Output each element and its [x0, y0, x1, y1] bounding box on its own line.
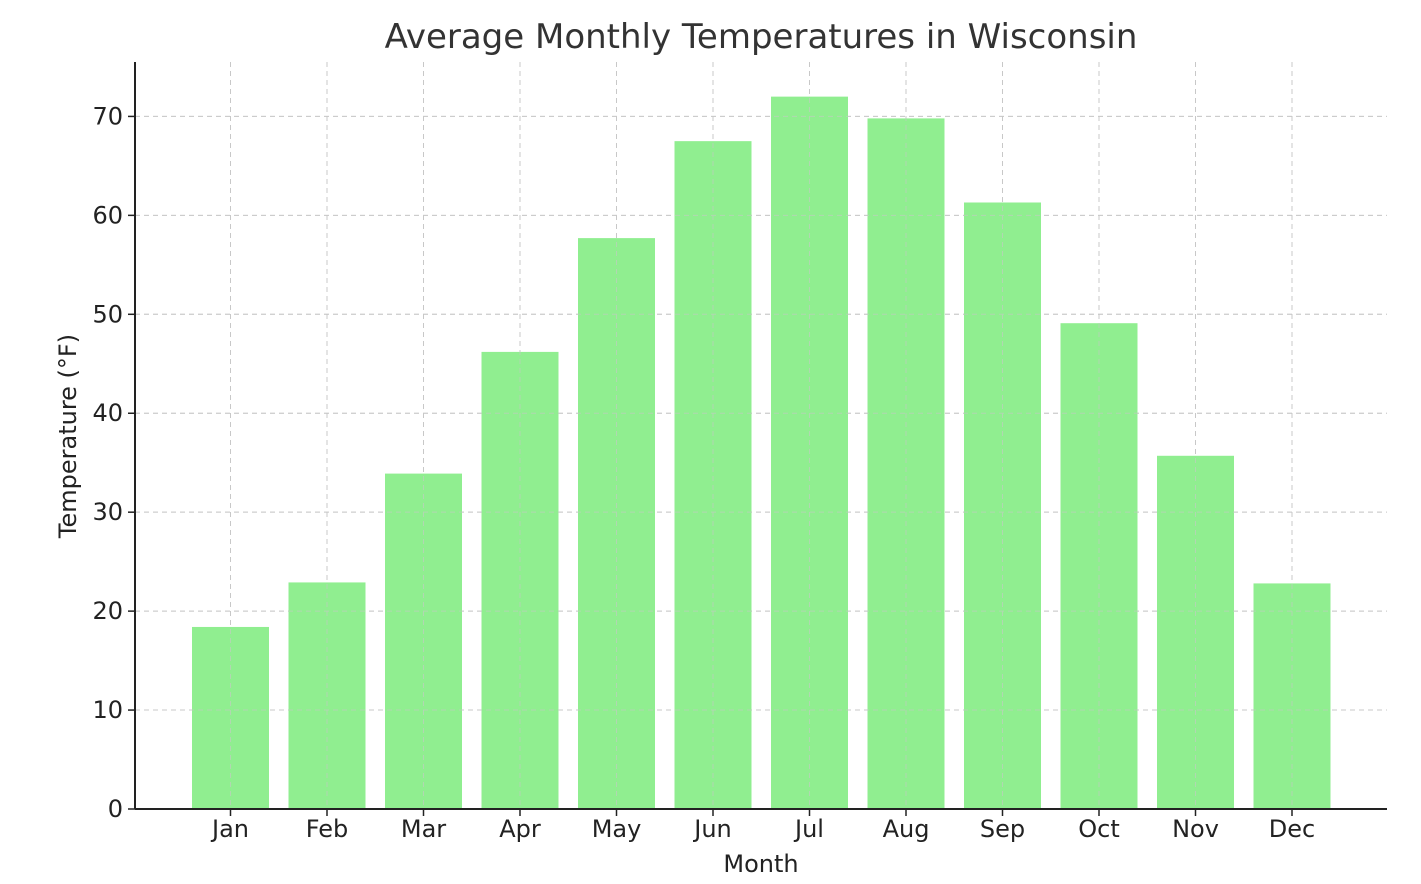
- bar-jun: [674, 141, 752, 809]
- y-tick-label: 40: [92, 399, 123, 427]
- bar-jan: [192, 626, 269, 809]
- x-tick-label: Jul: [793, 815, 824, 843]
- grid-overlay: [135, 62, 1387, 810]
- chart-title: Average Monthly Temperatures in Wisconsi…: [385, 17, 1138, 57]
- x-tick-label: Dec: [1269, 815, 1315, 843]
- y-tick-label: 10: [92, 696, 123, 724]
- x-tick-label: Jun: [692, 815, 732, 843]
- ticks: 0 10 20 30 40 50 60 70 Jan Feb Mar Apr May Jun Jul Aug S…: [92, 102, 1315, 843]
- y-tick-label: 0: [108, 795, 123, 823]
- x-tick-label: Apr: [499, 815, 541, 843]
- y-tick-label: 60: [92, 201, 123, 229]
- y-tick-label: 30: [92, 498, 123, 526]
- x-tick-label: Nov: [1172, 815, 1219, 843]
- y-tick-label: 70: [92, 102, 123, 130]
- y-axis-title: Temperature (°F): [54, 334, 82, 539]
- axes: [134, 62, 1387, 810]
- y-tick-label: 50: [92, 300, 123, 328]
- x-tick-label: Aug: [883, 815, 930, 843]
- x-tick-label: Oct: [1078, 815, 1120, 843]
- x-tick-label: Sep: [980, 815, 1025, 843]
- x-tick-label: Mar: [401, 815, 446, 843]
- x-tick-label: May: [592, 815, 642, 843]
- x-axis-title: Month: [723, 850, 798, 878]
- bars: [192, 96, 1331, 810]
- y-tick-label: 20: [92, 597, 123, 625]
- x-tick-label: Feb: [306, 815, 349, 843]
- x-tick-label: Jan: [210, 815, 249, 843]
